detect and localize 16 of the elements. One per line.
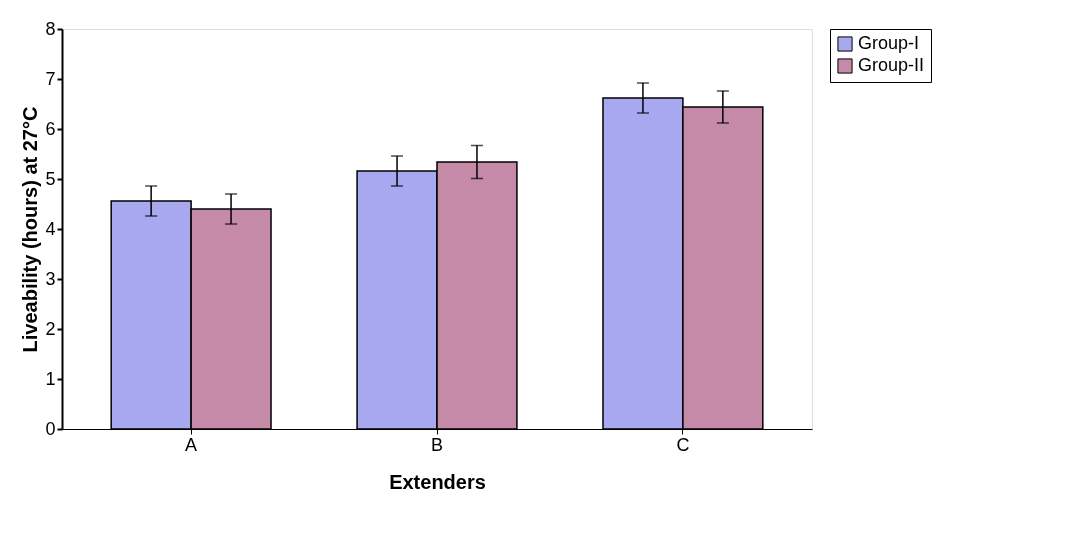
y-tick-label: 0 bbox=[45, 418, 56, 439]
y-tick-label: 5 bbox=[45, 168, 56, 189]
y-axis-title: Liveability (hours) at 27°C bbox=[19, 106, 42, 353]
y-tick-label: 2 bbox=[45, 318, 56, 339]
y-tick-label: 3 bbox=[45, 268, 56, 289]
y-tick-label: 6 bbox=[45, 118, 56, 139]
x-tick-label: C bbox=[676, 434, 690, 455]
legend-label: Group-II bbox=[858, 55, 925, 75]
legend-label: Group-I bbox=[858, 33, 920, 53]
y-tick-label: 4 bbox=[45, 218, 56, 239]
y-tick-label: 7 bbox=[45, 68, 56, 89]
y-tick-label: 1 bbox=[45, 368, 56, 389]
y-tick-label: 8 bbox=[45, 18, 56, 39]
x-tick-label: B bbox=[430, 434, 444, 455]
x-axis-title: Extenders bbox=[389, 470, 486, 493]
x-tick-label: A bbox=[185, 434, 198, 455]
